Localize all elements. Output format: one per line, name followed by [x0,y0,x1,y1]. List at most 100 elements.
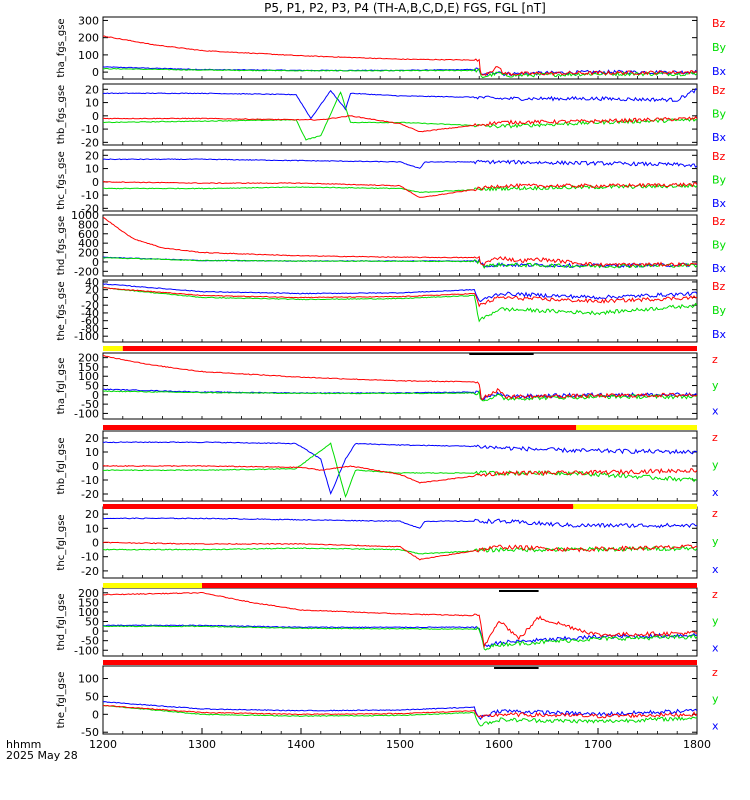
x-tick-label: 1800 [683,738,711,751]
y-axis-label: thb_fgl_gse [56,438,67,495]
y-tick-label: 200 [78,587,99,600]
status-mark [469,353,534,355]
y-tick-label: -10 [81,551,99,564]
y-tick-label: 0 [92,66,99,79]
legend-z: z [712,666,718,679]
date-label: 2025 May 28 [6,749,78,762]
y-axis-label: thc_fgl_gse [56,514,67,570]
series-x-line [103,517,697,529]
series-y-line [103,704,697,727]
legend-x: x [712,563,719,576]
y-tick-label: 0 [92,291,99,304]
legend-Bz: Bz [712,280,726,293]
y-tick-label: 0 [92,537,99,550]
status-bars-group [103,346,698,669]
panel-frame [102,279,698,343]
panel-tha_fgs_gse: 0 100 200 300 tha_fgs_gse Bz By Bx [56,14,727,80]
y-tick-label: 200 [78,247,99,260]
legend-Bz: Bz [712,215,726,228]
status-bar [103,583,697,592]
status-mark [499,590,539,592]
legend-y: y [712,459,719,472]
plot-title: P5, P1, P2, P3, P4 (TH-A,B,C,D,E) FGS, F… [264,1,546,15]
status-mark [494,667,539,669]
y-tick-label: 10 [85,97,99,110]
y-tick-label: -80 [81,322,99,335]
x-tick-label: 1600 [485,738,513,751]
y-tick-label: 50 [85,380,99,393]
y-tick-label: -40 [81,307,99,320]
legend-By: By [712,107,727,120]
y-tick-label: 10 [85,163,99,176]
y-tick-label: 200 [78,352,99,365]
series-y-line [103,625,697,651]
y-tick-label: -200 [74,265,99,278]
y-tick-label: 800 [78,218,99,231]
y-tick-label: 100 [78,370,99,383]
series-x-line [103,441,697,496]
y-axis-label: thb_fgs_gse [56,85,67,144]
y-axis-label: thd_fgs_gse [56,216,67,275]
y-tick-label: -10 [81,474,99,487]
time-axis-label: hhmm [6,738,41,751]
y-tick-label: -20 [81,299,99,312]
panel-frame [102,352,698,420]
y-tick-label: -50 [81,398,99,411]
status-segment-red [103,504,574,509]
legend-Bx: Bx [712,262,727,275]
y-tick-label: 0 [92,110,99,123]
legend-Bx: Bx [712,328,727,341]
legend-z: z [712,588,718,601]
y-axis-label: the_fgs_gse [56,281,67,340]
y-tick-label: 0 [92,460,99,473]
y-tick-label: 600 [78,228,99,241]
y-tick-label: 100 [78,49,99,62]
x-tick-label: 1400 [287,738,315,751]
y-tick-label: -20 [81,136,99,149]
legend-By: By [712,173,727,186]
legend-y: y [712,693,719,706]
legend-By: By [712,304,727,317]
series-Bz-line [103,181,697,198]
series-z-line [103,354,697,401]
y-tick-label: -100 [74,330,99,343]
status-bar [103,425,697,430]
panel-the_fgl_gse: -50 0 50 100 the_fgl_gse z yx [56,665,719,739]
y-tick-label: 20 [85,508,99,521]
series-Bx-line [103,256,697,269]
legend-Bz: Bz [712,84,726,97]
y-tick-label: 400 [78,237,99,250]
legend-z: z [712,353,718,366]
y-axis-label: tha_fgs_gse [56,18,67,77]
x-tick-label: 1700 [584,738,612,751]
legend-z: z [712,431,718,444]
series-z-line [103,704,697,719]
y-tick-label: 40 [85,276,99,289]
y-tick-label: 1000 [71,209,99,222]
y-tick-label: 0 [92,389,99,402]
panel-frame [102,587,698,657]
y-tick-label: 0 [92,625,99,638]
y-tick-label: 0 [92,256,99,269]
series-Bz-line [103,216,697,268]
legend-z: z [712,507,718,520]
y-tick-label: 20 [85,149,99,162]
legend-By: By [712,41,727,54]
legend-Bz: Bz [712,17,726,30]
series-y-line [103,545,697,555]
y-tick-label: 0 [92,708,99,721]
legend-Bx: Bx [712,197,727,210]
status-segment-red [122,346,698,351]
y-tick-label: 10 [85,522,99,535]
y-tick-label: -60 [81,315,99,328]
y-tick-label: 300 [78,14,99,27]
y-tick-label: -50 [81,726,99,739]
legend-y: y [712,379,719,392]
y-tick-label: 100 [78,606,99,619]
